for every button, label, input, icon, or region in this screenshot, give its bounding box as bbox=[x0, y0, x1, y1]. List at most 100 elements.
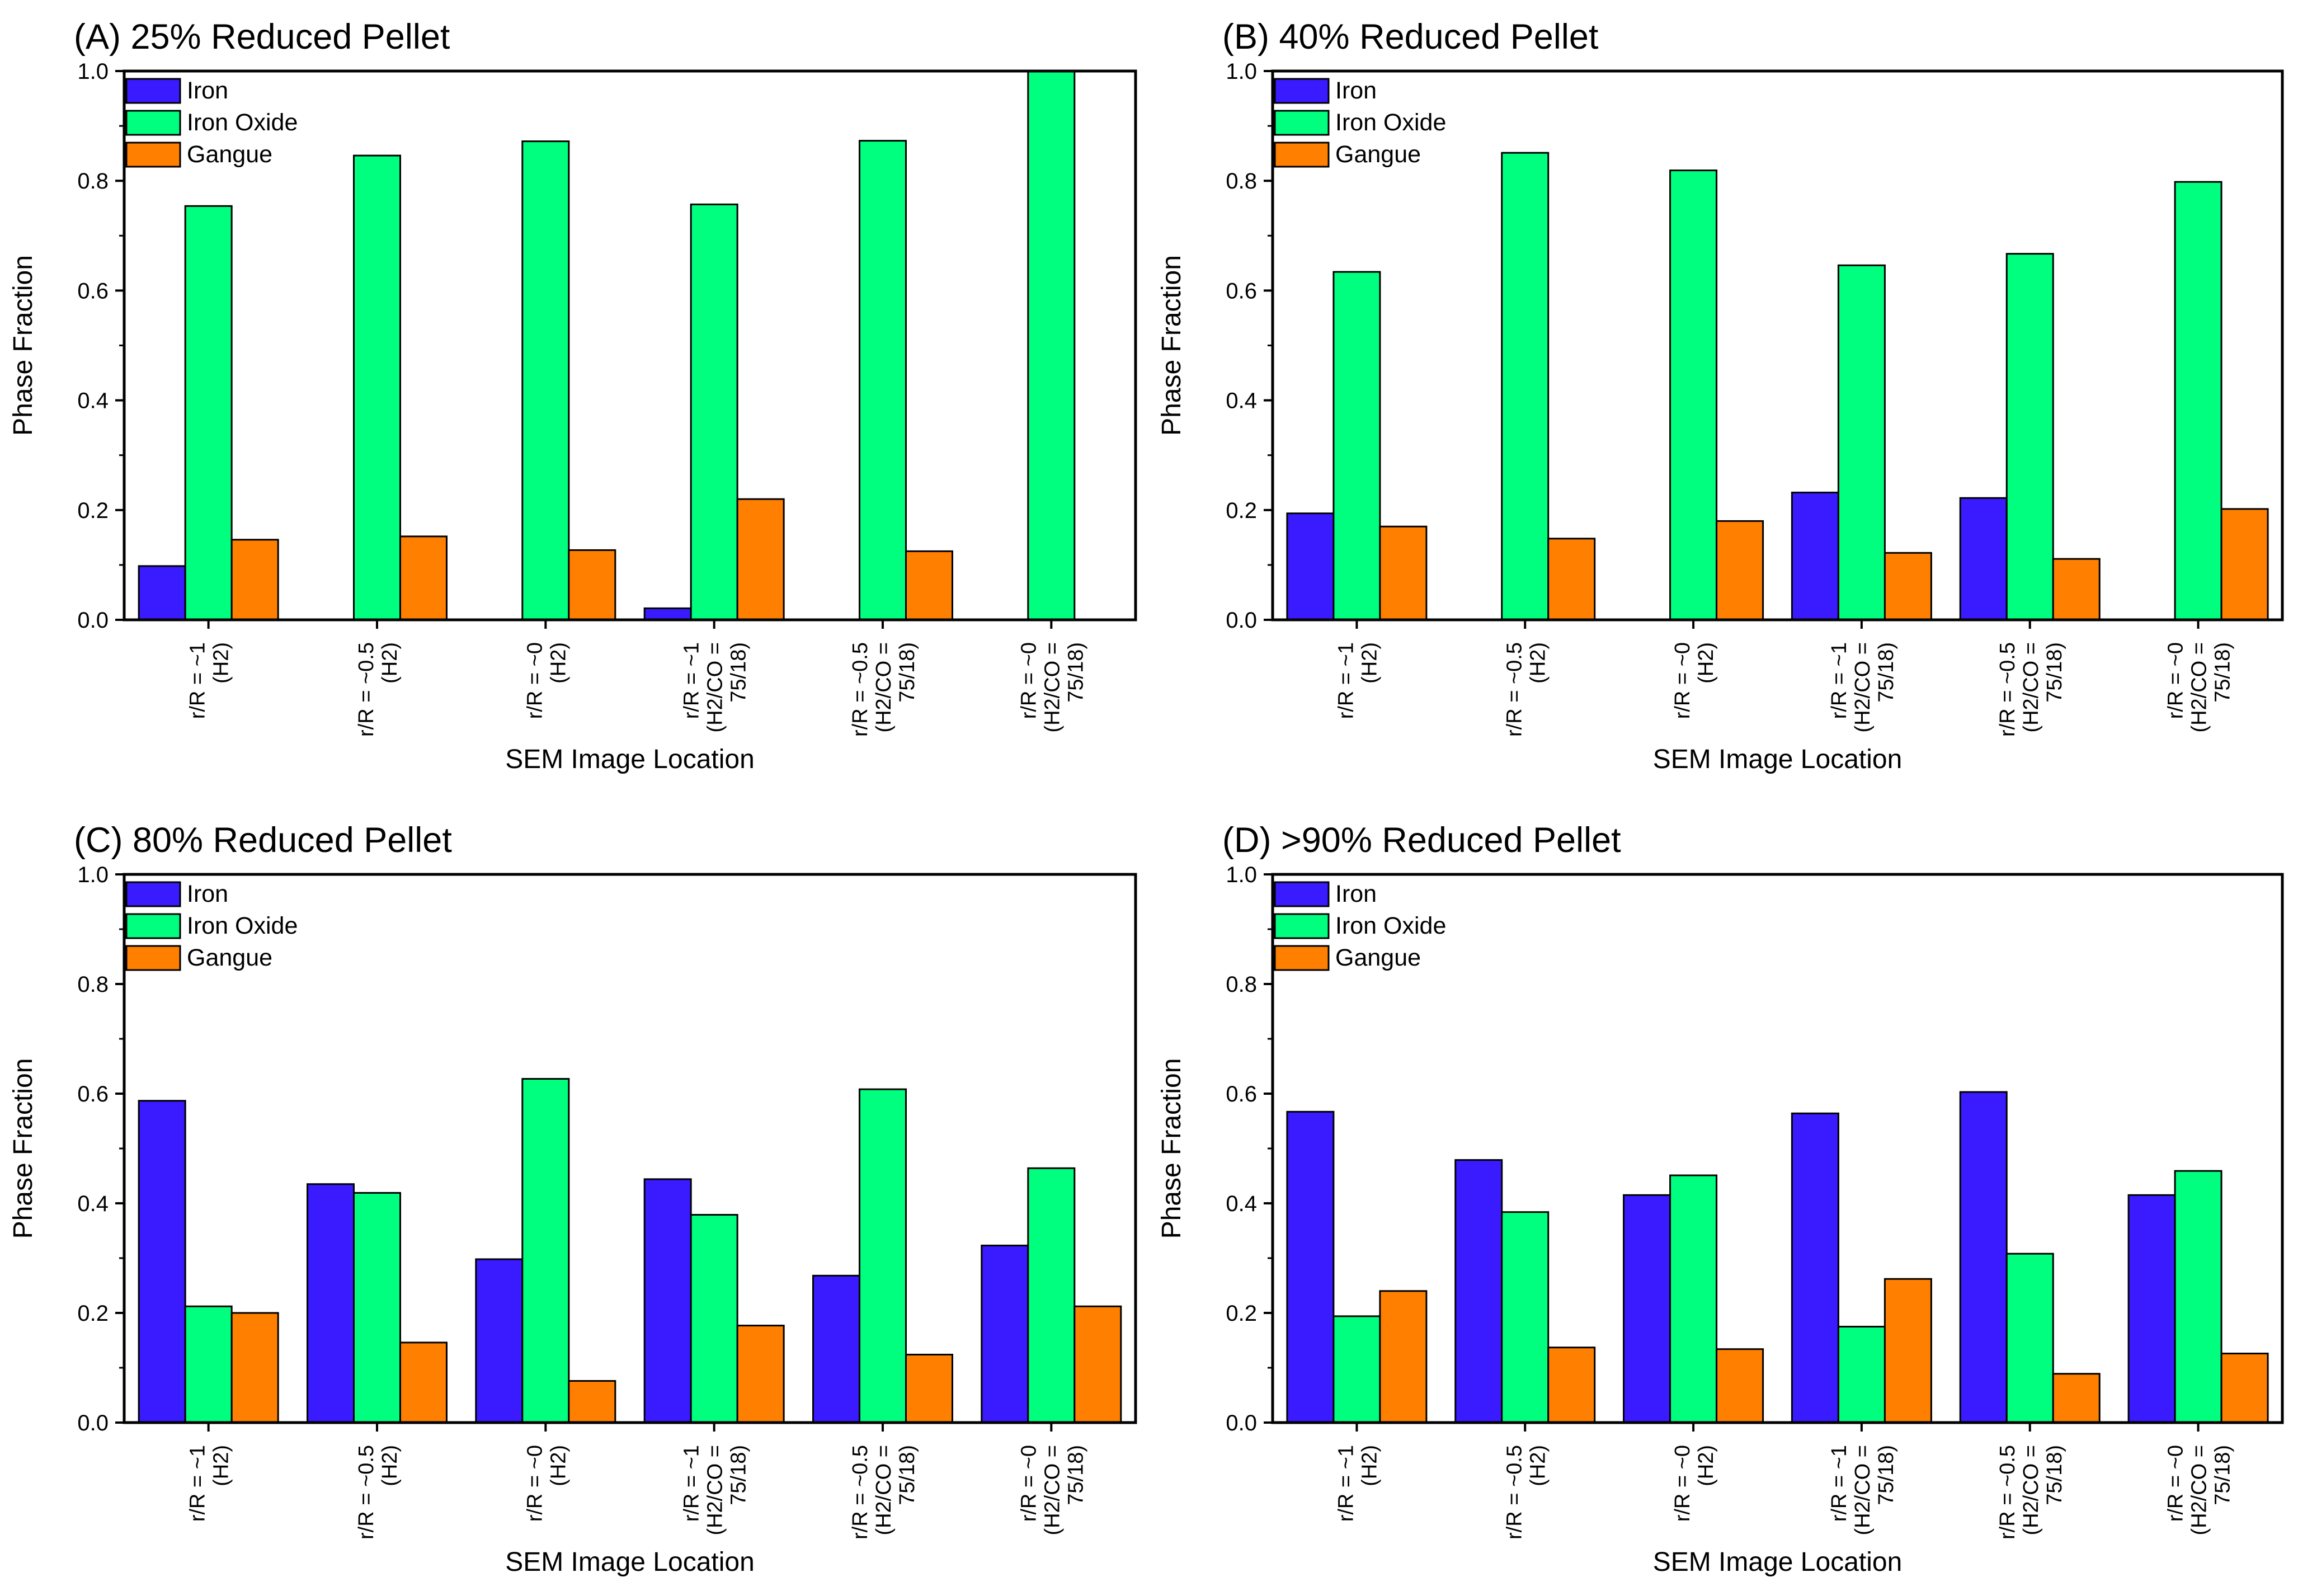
chart-panel-c: (C) 80% Reduced Pellet 0.0 0.2 0.4 0.6 0.8 1.0… bbox=[8, 821, 1137, 1577]
bar-a-iron-oxide-1 bbox=[184, 205, 233, 621]
y-tick-label-c: 0.2 bbox=[77, 1301, 109, 1326]
legend-swatch-b-iron bbox=[1274, 78, 1330, 104]
x-tick-label-line: (H2) bbox=[210, 642, 233, 684]
x-tick-label-line: r/R = ~0 bbox=[1017, 642, 1040, 719]
x-tick-label-line: r/R = ~0.5 bbox=[849, 642, 872, 737]
y-tick-label-d: 0.4 bbox=[1226, 1192, 1257, 1216]
bar-d-iron-5 bbox=[1959, 1091, 2008, 1424]
y-axis-title-a: Phase Fraction bbox=[8, 255, 38, 436]
bar-d-iron-2 bbox=[1454, 1159, 1503, 1424]
x-tick-label-line: (H2/CO = bbox=[1851, 642, 1875, 733]
chart-panel-d: (D) >90% Reduced Pellet 0.0 0.2 0.4 0.6 0.8 1.… bbox=[1157, 821, 2284, 1577]
x-tick-label-line: r/R = ~0 bbox=[2164, 642, 2188, 719]
legend-label-c-iron: Iron bbox=[187, 881, 228, 907]
x-tick-label-line: r/R = ~0.5 bbox=[1996, 642, 2019, 737]
bar-d-gangue-6 bbox=[2220, 1353, 2269, 1424]
y-tick-label-d: 1.0 bbox=[1226, 863, 1257, 887]
y-axis-title-d: Phase Fraction bbox=[1157, 1058, 1186, 1239]
bar-d-iron-6 bbox=[2127, 1194, 2176, 1424]
y-tick-label-b: 0.4 bbox=[1226, 389, 1257, 413]
legend-swatch-c-iron bbox=[125, 881, 181, 907]
x-tick-label-line: 75/18) bbox=[2211, 642, 2235, 703]
x-tick-label-line: (H2/CO = bbox=[704, 642, 727, 733]
legend-swatch-a-iron-oxide bbox=[125, 110, 181, 136]
bar-b-gangue-1 bbox=[1379, 525, 1428, 621]
x-tick-label-line: (H2) bbox=[547, 1445, 570, 1486]
bar-c-iron-oxide-1 bbox=[184, 1305, 233, 1424]
bar-c-iron-1 bbox=[138, 1100, 186, 1424]
panel-title-d: (D) >90% Reduced Pellet bbox=[1222, 821, 1621, 860]
bar-c-iron-4 bbox=[643, 1178, 692, 1424]
x-tick-label-line: (H2/CO = bbox=[2188, 1445, 2211, 1536]
bar-d-iron-oxide-1 bbox=[1332, 1315, 1381, 1424]
x-tick-label-line: (H2) bbox=[1694, 1445, 1718, 1486]
y-tick-label-b: 0.6 bbox=[1226, 279, 1257, 303]
bar-d-iron-oxide-2 bbox=[1501, 1211, 1550, 1424]
x-tick-label-line: (H2/CO = bbox=[1040, 642, 1064, 733]
y-tick-label-c: 0.0 bbox=[77, 1411, 109, 1435]
bar-a-iron-oxide-3 bbox=[521, 140, 570, 621]
y-tick-label-a: 1.0 bbox=[77, 59, 109, 84]
x-tick-label-line: 75/18) bbox=[727, 1445, 751, 1505]
panel-title-b: (B) 40% Reduced Pellet bbox=[1222, 17, 1599, 57]
legend-swatch-b-iron-oxide bbox=[1274, 110, 1330, 136]
legend-label-c-gangue: Gangue bbox=[187, 944, 272, 971]
x-tick-label-line: r/R = ~0.5 bbox=[355, 1445, 378, 1539]
chart-panel-a: (A) 25% Reduced Pellet 0.0 0.2 0.4 0.6 0.8 1.0… bbox=[8, 17, 1137, 774]
y-axis-title-c: Phase Fraction bbox=[8, 1058, 38, 1239]
x-tick-label-line: r/R = ~0.5 bbox=[1996, 1445, 2019, 1539]
y-tick-label-c: 0.6 bbox=[77, 1082, 109, 1107]
x-tick-label-line: 75/18) bbox=[896, 1445, 919, 1505]
x-tick-label-line: (H2) bbox=[1526, 1445, 1550, 1486]
legend-label-a-iron-oxide: Iron Oxide bbox=[187, 109, 298, 136]
y-tick-label-c: 0.8 bbox=[77, 972, 109, 997]
bar-d-iron-oxide-4 bbox=[1837, 1326, 1886, 1424]
x-tick-label-line: 75/18) bbox=[2043, 1445, 2066, 1505]
x-axis-title-a: SEM Image Location bbox=[505, 745, 755, 774]
bar-d-gangue-2 bbox=[1547, 1347, 1596, 1424]
bar-b-iron-oxide-6 bbox=[2174, 181, 2222, 621]
x-tick-label-line: r/R = ~1 bbox=[680, 642, 704, 719]
x-tick-label-line: (H2/CO = bbox=[2188, 642, 2211, 733]
x-tick-label-line: 75/18) bbox=[727, 642, 751, 703]
x-tick-label-line: (H2/CO = bbox=[1851, 1445, 1875, 1536]
bar-a-gangue-2 bbox=[399, 535, 448, 621]
x-tick-label-line: r/R = ~0 bbox=[1671, 642, 1694, 719]
bar-d-iron-1 bbox=[1286, 1110, 1335, 1424]
panel-title-c: (C) 80% Reduced Pellet bbox=[74, 821, 452, 860]
y-tick-label-b: 1.0 bbox=[1226, 59, 1257, 84]
x-tick-label-line: r/R = ~0.5 bbox=[849, 1445, 872, 1539]
legend-swatch-d-iron bbox=[1274, 881, 1330, 907]
legend-swatch-c-iron-oxide bbox=[125, 913, 181, 939]
legend-swatch-c-gangue bbox=[125, 945, 181, 971]
bar-a-gangue-1 bbox=[230, 539, 279, 621]
bar-b-iron-oxide-2 bbox=[1501, 152, 1550, 621]
bar-c-gangue-5 bbox=[905, 1353, 953, 1424]
y-axis-title-b: Phase Fraction bbox=[1157, 255, 1186, 436]
bar-c-iron-5 bbox=[812, 1274, 860, 1424]
plot-frame-c bbox=[123, 873, 1137, 1424]
y-tick-label-b: 0.8 bbox=[1226, 169, 1257, 194]
y-tick-label-d: 0.6 bbox=[1226, 1082, 1257, 1107]
bar-b-iron-1 bbox=[1286, 512, 1335, 621]
legend-label-d-iron: Iron bbox=[1335, 881, 1377, 907]
x-tick-label-line: r/R = ~0 bbox=[523, 1445, 547, 1522]
x-tick-label-line: r/R = ~1 bbox=[1334, 1445, 1358, 1522]
x-tick-label-line: r/R = ~1 bbox=[186, 1445, 210, 1522]
bar-b-gangue-6 bbox=[2220, 508, 2269, 621]
x-axis-title-b: SEM Image Location bbox=[1653, 745, 1903, 774]
legend-swatch-a-iron bbox=[125, 78, 181, 104]
bar-c-iron-oxide-5 bbox=[859, 1088, 907, 1424]
x-axis-title-c: SEM Image Location bbox=[505, 1547, 755, 1577]
bar-a-gangue-5 bbox=[905, 550, 953, 621]
legend-swatch-d-gangue bbox=[1274, 945, 1330, 971]
x-tick-label-line: (H2) bbox=[1358, 1445, 1381, 1486]
x-tick-label-line: 75/18) bbox=[2211, 1445, 2235, 1505]
x-tick-label-line: r/R = ~0 bbox=[1017, 1445, 1040, 1522]
bar-a-iron-4 bbox=[643, 607, 692, 621]
bar-c-iron-oxide-6 bbox=[1027, 1167, 1076, 1424]
x-tick-label-line: 75/18) bbox=[1875, 1445, 1898, 1505]
y-tick-label-b: 0.0 bbox=[1226, 608, 1257, 633]
y-tick-label-d: 0.8 bbox=[1226, 972, 1257, 997]
